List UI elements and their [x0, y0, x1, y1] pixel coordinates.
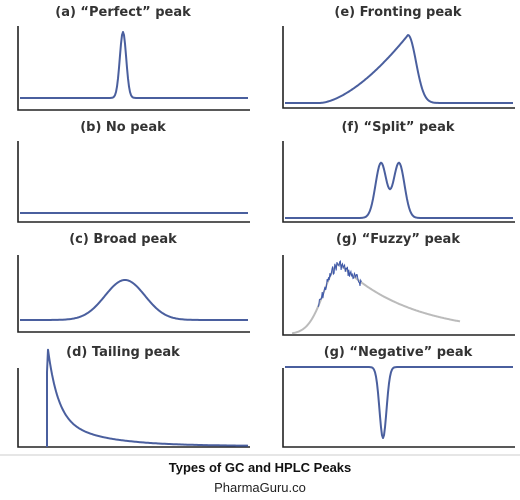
- peak-curve: [285, 34, 513, 104]
- panel-title: (g) “Fuzzy” peak: [336, 232, 460, 247]
- panel-title: (d) Tailing peak: [66, 345, 180, 360]
- caption-title: Types of GC and HPLC Peaks: [169, 460, 352, 475]
- panel-title: (e) Fronting peak: [334, 5, 462, 20]
- peak-noise: [317, 259, 362, 308]
- panel-title: (g) “Negative” peak: [324, 345, 473, 360]
- peak-curve: [20, 279, 248, 321]
- panel-axes: [282, 255, 515, 336]
- panel-axes: [282, 141, 515, 223]
- panel-axes: [17, 255, 250, 333]
- panel-axes: [17, 26, 250, 111]
- peak-curve: [285, 161, 513, 219]
- caption-source: PharmaGuru.co: [214, 480, 306, 495]
- peak-curve: [46, 348, 249, 447]
- panel-axes: [282, 26, 515, 109]
- panel-title: (b) No peak: [80, 120, 166, 135]
- panel-title: (f) “Split” peak: [341, 120, 454, 135]
- panel-title: (c) Broad peak: [69, 232, 177, 247]
- peak-curve: [20, 31, 248, 99]
- peak-curve: [285, 366, 513, 439]
- panel-axes: [17, 368, 250, 448]
- panel-axes: [17, 141, 250, 223]
- panel-axes: [282, 368, 515, 448]
- peak-curve-smooth: [291, 262, 461, 335]
- panel-title: (a) “Perfect” peak: [55, 5, 191, 20]
